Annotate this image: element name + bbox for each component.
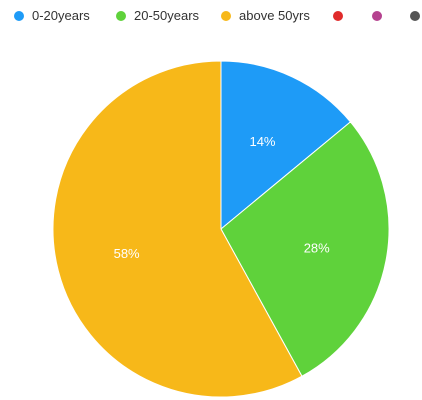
legend-dot-gray	[410, 11, 420, 21]
chart-legend: 0-20years 20-50years above 50yrs	[0, 0, 422, 34]
legend-dot-20-50years	[116, 11, 126, 21]
legend-dot-magenta	[372, 11, 382, 21]
pie-label-above-50yrs: 58%	[114, 246, 140, 261]
legend-dot-0-20years	[14, 11, 24, 21]
legend-label-0-20years: 0-20years	[32, 8, 90, 23]
legend-item-gray[interactable]	[410, 8, 422, 24]
legend-label-20-50years: 20-50years	[134, 8, 200, 23]
pie-label-0-20years: 14%	[249, 134, 275, 149]
legend-item-0-20years[interactable]: 0-20years	[14, 8, 90, 24]
legend-item-red[interactable]	[333, 8, 351, 24]
pie-label-20-50years: 28%	[304, 240, 330, 255]
legend-item-magenta[interactable]	[372, 8, 390, 24]
legend-item-20-50years[interactable]: 20-50years	[116, 8, 199, 24]
pie-slices	[52, 60, 390, 398]
legend-label-above-50yrs: above 50yrs	[239, 8, 310, 23]
pie-slice-20-50years[interactable]	[220, 121, 390, 377]
legend-dot-red	[333, 11, 343, 21]
legend-item-above-50yrs[interactable]: above 50yrs	[221, 8, 310, 24]
legend-dot-above-50yrs	[221, 11, 231, 21]
pie-slice-0-20years[interactable]	[220, 60, 352, 231]
pie-slice-above-50yrs[interactable]	[52, 60, 303, 398]
pie-labels: 14% 28% 58%	[114, 134, 331, 261]
